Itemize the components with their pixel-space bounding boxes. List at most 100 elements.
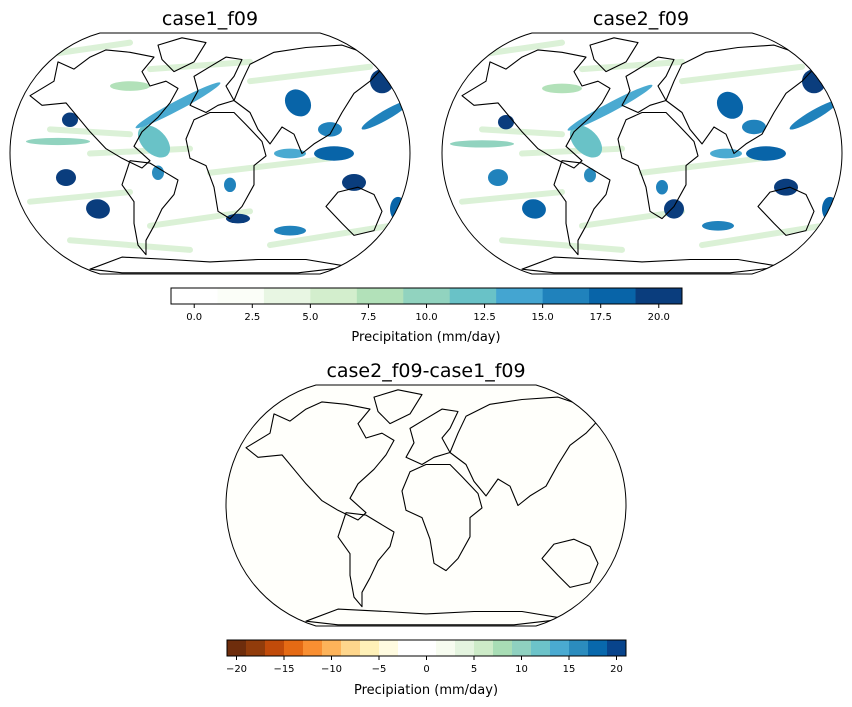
precip-cell	[450, 140, 514, 148]
precip-cell	[370, 69, 394, 94]
precip-band	[699, 222, 825, 249]
precip-band	[147, 58, 253, 73]
precip-cell	[802, 69, 826, 94]
colorbar-swatch	[403, 288, 451, 304]
coastline	[757, 186, 815, 236]
precip-cell	[789, 100, 839, 130]
colorbar-tick-label: −15	[273, 664, 294, 675]
coastline	[373, 389, 423, 425]
colorbar-swatch	[265, 640, 285, 656]
coastline	[305, 608, 567, 626]
colorbar-swatch	[379, 640, 399, 656]
precip-cell	[361, 100, 410, 130]
colorbar-tick-label: 0	[423, 664, 429, 675]
colorbar-tick-label: 0.0	[186, 312, 202, 323]
precip-cell	[86, 199, 110, 219]
precip-band	[247, 63, 373, 85]
colorbar-swatch	[493, 640, 513, 656]
colorbar-tick-label: 12.5	[473, 312, 495, 323]
precip-band	[207, 155, 333, 176]
colorbar-tick-label: 17.5	[590, 312, 612, 323]
precip-cell	[26, 137, 90, 146]
coastline	[325, 186, 383, 236]
precip-cell	[342, 173, 366, 191]
precip-cell	[318, 122, 342, 137]
precip-cell	[664, 199, 684, 219]
colorbar-tick-label: 15	[563, 664, 576, 675]
precip-band	[459, 189, 565, 205]
coastline	[521, 256, 783, 274]
colorbar-tick-label: −5	[372, 664, 387, 675]
colorbar-swatch	[322, 640, 342, 656]
coastline	[185, 111, 267, 220]
colorbar-swatch	[550, 640, 570, 656]
map-border	[441, 32, 843, 275]
colorbar-swatch	[356, 288, 404, 304]
colorbar-swatch	[246, 640, 266, 656]
panel-title-case2: case2_f09	[592, 8, 690, 30]
coastline	[405, 408, 459, 466]
precip-cell	[542, 83, 582, 94]
colorbar-swatch	[512, 640, 532, 656]
coastline	[337, 512, 395, 608]
precip-band	[147, 208, 253, 229]
precip-cell	[710, 148, 742, 159]
coastline	[157, 37, 207, 73]
colorbar-tick-label: 7.5	[360, 312, 376, 323]
coastline	[89, 256, 351, 274]
precip-colorbar-label: Precipitation (mm/day)	[351, 330, 501, 345]
precip-band	[499, 237, 625, 253]
precip-band	[639, 155, 765, 176]
coastline	[553, 160, 611, 256]
coastline	[189, 56, 243, 114]
colorbar-swatch	[284, 640, 304, 656]
precip-band	[27, 189, 133, 205]
precip-cell	[569, 125, 603, 158]
colorbar-swatch	[474, 640, 494, 656]
colorbar-tick-label: 20.0	[648, 312, 670, 323]
colorbar-tick-label: 10.0	[415, 312, 437, 323]
colorbar-swatch	[263, 288, 311, 304]
colorbar-tick-label: 10	[515, 664, 528, 675]
colorbar-swatch	[398, 640, 418, 656]
colorbar-swatch	[227, 640, 247, 656]
colorbar-tick-label: −20	[226, 664, 247, 675]
colorbar-tick-label: 2.5	[244, 312, 260, 323]
coastline	[621, 56, 675, 114]
colorbar-tick-label: 5.0	[302, 312, 318, 323]
coastline	[617, 111, 699, 220]
coastline	[233, 44, 387, 155]
precip-cell	[137, 125, 171, 158]
coastline	[401, 463, 483, 572]
precip-colorbar: 0.0 2.5 5.0 7.5 10.0 12.5 15.0 17.5 20.0	[170, 287, 683, 323]
coastline	[121, 160, 179, 256]
colorbar-swatch	[589, 288, 636, 304]
precip-cell	[488, 169, 508, 187]
precip-cell	[742, 119, 766, 135]
colorbar-swatch	[607, 640, 627, 656]
panel-title-difference: case2_f09-case1_f09	[326, 360, 526, 382]
map-border	[9, 32, 411, 275]
precip-band	[579, 208, 685, 229]
colorbar-swatch	[217, 288, 265, 304]
precip-cell	[224, 177, 236, 193]
precip-cell	[274, 148, 306, 159]
colorbar-swatch	[569, 640, 589, 656]
coastline	[541, 538, 599, 588]
precip-cell	[567, 84, 653, 131]
diff-colorbar: −20 −15 −10 −5 0 5 10 15 20	[226, 639, 627, 675]
map-difference	[225, 384, 627, 627]
map-border	[225, 384, 627, 627]
precip-cell	[522, 199, 546, 219]
precip-cell	[110, 81, 150, 91]
precip-cell	[274, 225, 306, 236]
colorbar-tick-label: 20	[610, 664, 623, 675]
colorbar-swatch	[455, 640, 475, 656]
colorbar-swatch	[635, 288, 683, 304]
precip-cell	[716, 91, 744, 119]
precip-cell	[56, 169, 76, 187]
panel-title-case1: case1_f09	[161, 8, 259, 30]
coastline	[589, 37, 639, 73]
precip-cell	[656, 180, 668, 195]
precip-cell	[498, 114, 514, 130]
